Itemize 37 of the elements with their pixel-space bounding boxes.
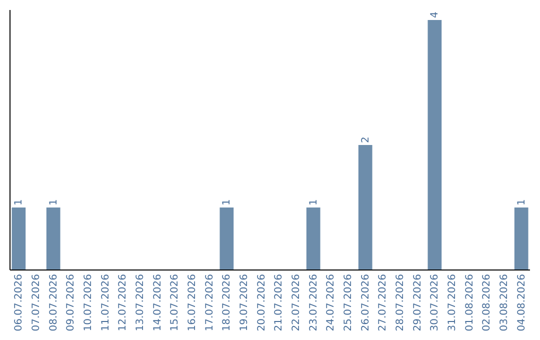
x-tick-label: 29.07.2026 xyxy=(412,274,424,332)
x-tick-label: 04.08.2026 xyxy=(516,274,528,332)
x-tick-label: 17.07.2026 xyxy=(204,274,216,332)
x-tick-label: 26.07.2026 xyxy=(360,274,372,332)
x-tick-label: 27.07.2026 xyxy=(378,274,389,332)
data-label: 1 xyxy=(308,199,320,206)
x-tick-label: 18.07.2026 xyxy=(222,274,233,332)
data-label: 1 xyxy=(516,199,528,206)
x-tick-label: 11.07.2026 xyxy=(100,274,112,332)
x-tick-label: 03.08.2026 xyxy=(499,274,510,332)
x-tick-label: 22.07.2026 xyxy=(291,274,302,332)
x-tick-label: 20.07.2026 xyxy=(256,274,268,332)
x-tick-label: 01.08.2026 xyxy=(464,274,476,332)
data-label: 1 xyxy=(14,199,25,206)
x-tick-label: 23.07.2026 xyxy=(308,274,320,332)
x-tick-label: 25.07.2026 xyxy=(343,274,354,332)
x-tick-label: 07.07.2026 xyxy=(31,274,42,332)
x-tick-label: 24.07.2026 xyxy=(326,274,337,332)
data-label: 1 xyxy=(48,199,60,206)
data-label: 1 xyxy=(222,199,233,206)
x-tick-label: 12.07.2026 xyxy=(118,274,129,332)
x-tick-label: 09.07.2026 xyxy=(66,274,77,332)
x-tick-label: 16.07.2026 xyxy=(187,274,198,332)
x-tick-label: 14.07.2026 xyxy=(152,274,164,332)
x-tick-label: 08.07.2026 xyxy=(48,274,60,332)
x-tick-label: 10.07.2026 xyxy=(83,274,94,332)
x-tick-label: 21.07.2026 xyxy=(274,274,285,332)
x-tick-label: 19.07.2026 xyxy=(239,274,250,332)
x-tick-label: 02.08.2026 xyxy=(482,274,493,332)
x-tick-label: 15.07.2026 xyxy=(170,274,181,332)
x-tick-label: 31.07.2026 xyxy=(447,274,458,332)
x-tick-label: 30.07.2026 xyxy=(430,274,441,332)
data-label: 2 xyxy=(360,136,372,143)
x-tick-label: 06.07.2026 xyxy=(14,274,25,332)
x-tick-label: 28.07.2026 xyxy=(395,274,406,332)
x-tick-label: 13.07.2026 xyxy=(135,274,146,332)
data-label: 4 xyxy=(430,12,441,18)
